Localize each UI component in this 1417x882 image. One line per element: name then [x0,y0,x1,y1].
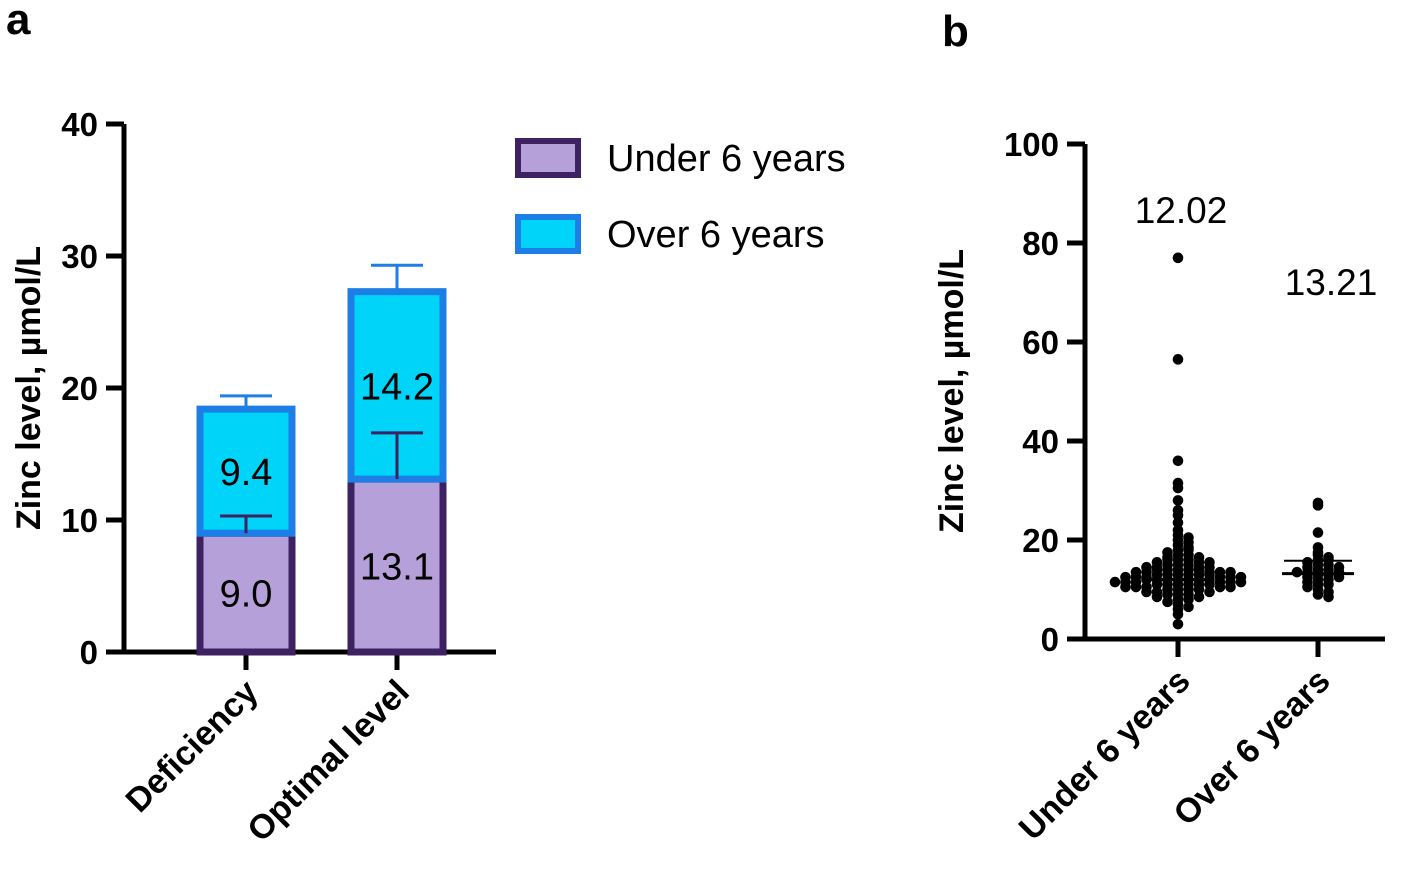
panel-b-data-point [1302,581,1313,593]
panel-b-y-axis-label: Zinc level, µmol/L [933,249,971,533]
panel-b-y-tick-label: 100 [1004,126,1059,163]
panel-b-data-point [1172,252,1184,264]
panel-a-bar-over-6 [347,288,447,483]
panel-b-dot-plot: Zinc level, µmol/L 0 20 40 60 80 100 Under 6 y… [933,126,1385,848]
panel-b-data-point [1172,482,1184,494]
panel-b-data-point [1323,591,1334,603]
panel-b-data-point [1204,579,1215,590]
panel-a-bar-value-label: 14.2 [360,366,434,408]
panel-b-data-point [1172,354,1184,365]
panel-b-data-point [1120,581,1131,593]
panel-b-y-tick-label: 20 [1022,522,1059,559]
panel-a-bar-under-6 [347,475,447,656]
panel-a-bar-value-label: 13.1 [360,547,434,589]
panel-a-x-tick-label: Optimal level [240,673,417,850]
panel-b-y-tick-label: 60 [1022,324,1059,361]
panel-b-data-point [1172,608,1184,620]
panel-b-data-point [1172,455,1184,467]
panel-a-letter: a [6,0,31,44]
panel-a-y-tick-label: 0 [80,634,98,671]
panel-a-bar-value-label: 9.4 [220,452,273,494]
panel-b-data-point [1141,586,1152,598]
panel-b-data-point [1312,589,1324,600]
panel-a-x-tick-label: Deficiency [119,673,266,820]
panel-a-bar-chart: Zinc level, µmol/L 0 10 20 30 40 DeficiencyOp… [10,106,846,849]
panel-b-data-point [1183,601,1194,613]
panel-a-y-tick-label: 30 [61,238,98,275]
panel-b-y-tick-label: 80 [1022,225,1059,262]
panel-a-y-tick-label: 40 [61,106,98,143]
panel-b-data-point [1204,586,1215,598]
panel-b-y-tick-label: 0 [1041,621,1059,658]
panel-b-data-point [1130,581,1142,593]
panel-b-data-point [1193,591,1205,603]
panel-b-data-point [1172,618,1184,630]
panel-b-median-label: 12.02 [1135,190,1228,231]
panel-b-median-label: 13.21 [1285,262,1378,303]
panel-b-data-point [1151,591,1163,603]
panel-a-bar-value-label: 9.0 [220,574,273,616]
panel-a-y-axis-label: Zinc level, µmol/L [10,246,48,530]
panel-b-y-tick-label: 40 [1022,423,1059,460]
legend-label-over-6: Over 6 years [607,214,825,256]
panel-b-data-point [1214,581,1226,593]
panel-b-data-point [1162,589,1173,600]
panel-b-letter: b [942,7,969,56]
panel-b-x-tick-label: Under 6 years [1012,662,1198,848]
panel-a-y-tick-label: 20 [61,370,98,407]
panel-b-data-point [1172,509,1184,521]
panel-b-data-point [1225,581,1236,593]
panel-b-data-point [1183,594,1194,605]
panel-b-data-point [1193,584,1205,595]
panel-b-data-point [1109,576,1121,588]
panel-b-data-point [1172,495,1184,506]
panel-b-data-point [1312,500,1324,511]
legend-label-under-6: Under 6 years [607,138,846,180]
panel-a-y-tick-label: 10 [61,502,98,539]
panel-b-data-point [1323,579,1334,590]
legend-swatch-over-6 [515,214,581,254]
panel-b-data-point [1312,527,1324,538]
panel-b-data-point [1172,517,1184,528]
legend-swatch-under-6 [515,138,581,178]
panel-b-data-point [1235,576,1247,588]
panel-b-data-point [1151,579,1163,590]
panel-b-data-point [1162,596,1173,608]
